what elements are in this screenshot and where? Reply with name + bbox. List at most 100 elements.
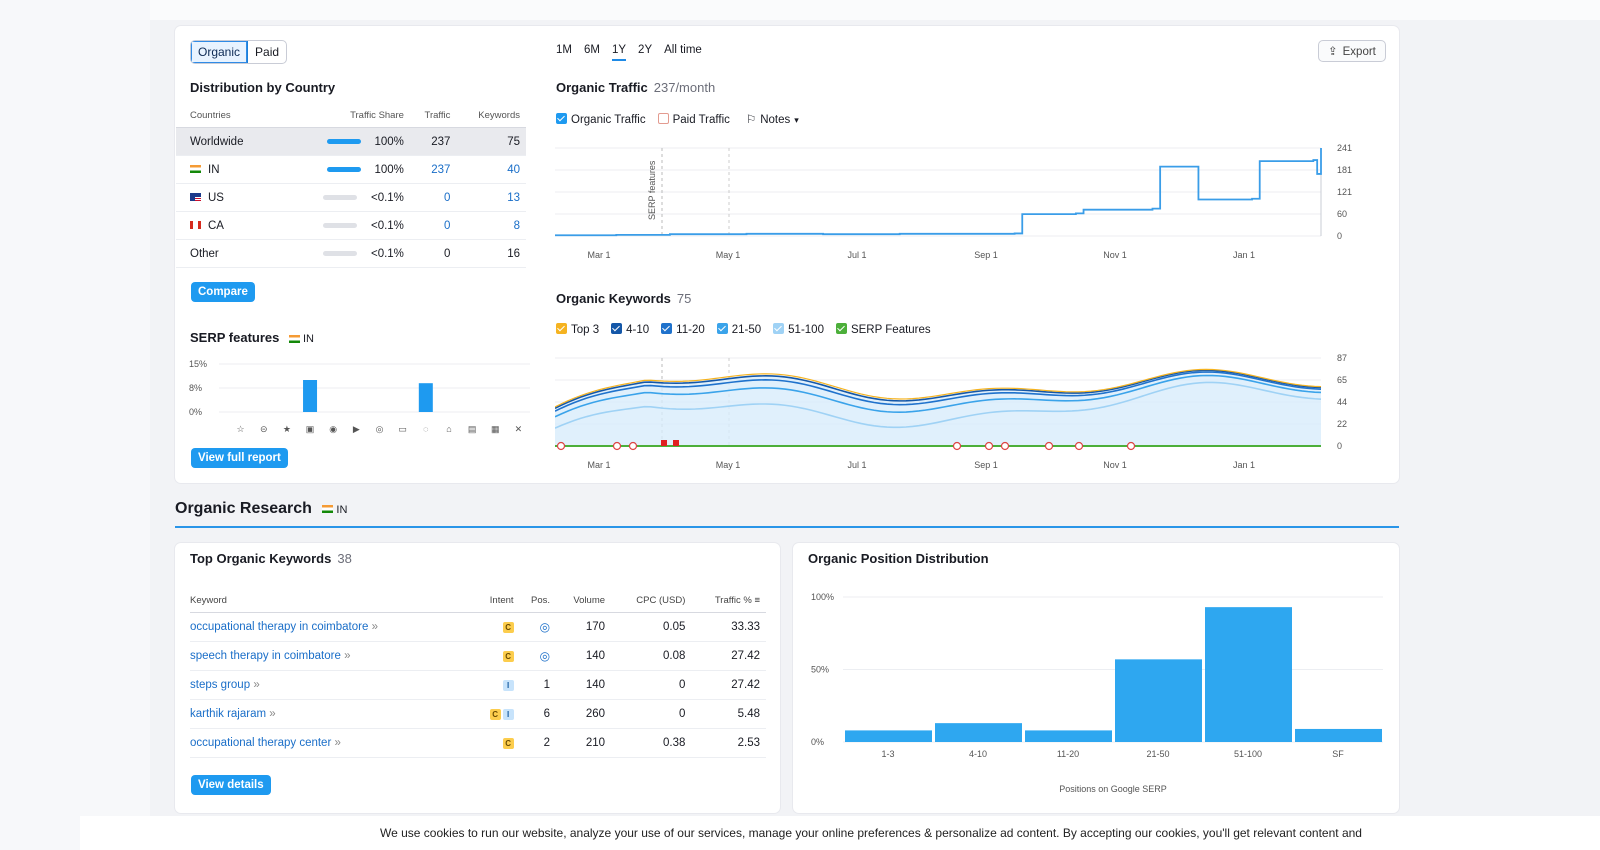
table-row[interactable]: CA <0.1% 0 8 — [176, 211, 526, 240]
time-range-tabs: 1M 6M 1Y 2Y All time — [556, 44, 702, 61]
share-bar — [322, 222, 357, 228]
position-value: 6 — [543, 708, 551, 720]
india-flag-icon — [288, 334, 300, 343]
checkbox-icon — [611, 323, 623, 334]
keyword-link[interactable]: speech therapy in coimbatore » — [190, 641, 473, 671]
keywords-value[interactable]: 8 — [456, 211, 526, 240]
x-tick-label: 11-20 — [1057, 749, 1079, 759]
tab-6m[interactable]: 6M — [583, 44, 600, 56]
cpc-value: 0.08 — [611, 641, 692, 671]
organic-keywords-title: Organic Keywords 75 — [556, 291, 691, 306]
keyword-text: occupational therapy in coimbatore — [190, 621, 369, 633]
keyword-link[interactable]: karthik rajaram » — [190, 699, 473, 729]
keywords-value: 16 — [456, 239, 526, 268]
notes-dropdown[interactable]: ⚐ Notes ▾ — [746, 112, 799, 126]
compare-button[interactable]: Compare — [191, 282, 255, 302]
y-tick-label: 241 — [1337, 143, 1352, 153]
export-button[interactable]: ⇪ Export — [1318, 40, 1386, 62]
traffic-value[interactable]: 0 — [409, 183, 457, 212]
tab-1m[interactable]: 1M — [556, 44, 572, 56]
chevrons-right-icon: » — [253, 679, 260, 691]
traffic-title-text: Organic Traffic — [556, 80, 648, 95]
traffic-percent-value: 27.42 — [691, 670, 766, 700]
research-title-text: Organic Research — [175, 500, 312, 517]
keywords-value: 75 — [456, 127, 526, 156]
position-cell: 6 — [519, 699, 557, 729]
y-tick-label: 121 — [1337, 187, 1352, 197]
legend-51-100[interactable]: 51-100 — [773, 323, 824, 336]
legend-label: 4-10 — [626, 324, 650, 336]
position-bar — [1205, 607, 1292, 742]
top-strip — [0, 0, 1600, 20]
table-row[interactable]: occupational therapy in coimbatore » C ◎… — [190, 612, 766, 642]
intent-badge: C — [502, 738, 514, 749]
left-margin — [0, 0, 150, 850]
table-row[interactable]: IN 100% 237 40 — [176, 155, 526, 184]
traffic-percent-value: 5.48 — [691, 699, 766, 729]
bag-icon: ▦ — [491, 424, 500, 434]
volume-value: 140 — [556, 641, 612, 671]
traffic-value[interactable]: 0 — [409, 211, 457, 240]
legend-label: 11-20 — [676, 324, 705, 336]
position-bar — [845, 730, 932, 742]
legend-label: Top 3 — [571, 324, 600, 336]
google-update-icon — [1126, 441, 1136, 451]
close-icon: ✕ — [515, 424, 523, 434]
share-bar — [322, 194, 357, 200]
col-volume: Volume — [556, 595, 612, 613]
col-countries: Countries — [176, 110, 284, 128]
serp-title-text: SERP features — [190, 330, 280, 345]
keyword-link[interactable]: occupational therapy center » — [190, 728, 473, 758]
col-traffic-percent[interactable]: Traffic % ≡ — [691, 595, 766, 613]
tab-paid[interactable]: Paid — [255, 45, 280, 59]
play-circle-icon: ◎ — [376, 424, 384, 434]
table-row[interactable]: steps group » I 1 140 0 27.42 — [190, 670, 766, 700]
volume-value: 170 — [556, 612, 612, 642]
x-tick-label: Jul 1 — [847, 460, 866, 470]
country-name: IN — [208, 163, 220, 176]
tab-1y[interactable]: 1Y — [611, 44, 627, 61]
table-row[interactable]: US <0.1% 0 13 — [176, 183, 526, 212]
india-flag-icon — [190, 165, 201, 174]
table-row[interactable]: speech therapy in coimbatore » C ◎ 140 0… — [190, 641, 766, 671]
share-bar — [326, 138, 361, 144]
position-bar — [935, 723, 1022, 742]
legend-11-20[interactable]: 11-20 — [661, 323, 705, 336]
country-name: CA — [208, 219, 224, 232]
keywords-value[interactable]: 40 — [456, 155, 526, 184]
tab-2y[interactable]: 2Y — [638, 44, 653, 56]
serp-bar — [418, 383, 433, 412]
legend-top3[interactable]: Top 3 — [556, 323, 599, 336]
legend-serp-features[interactable]: SERP Features — [835, 323, 931, 336]
intent-badge: C — [502, 622, 514, 633]
share-bar — [322, 250, 357, 256]
share-value: 100% — [374, 135, 404, 148]
doc-icon: ▤ — [468, 424, 477, 434]
legend-4-10[interactable]: 4-10 — [611, 323, 649, 336]
checkbox-icon — [657, 112, 669, 124]
y-tick-label: 44 — [1337, 397, 1347, 407]
table-row[interactable]: Worldwide 100% 237 75 — [176, 127, 526, 156]
tab-all-time[interactable]: All time — [664, 44, 702, 56]
organic-traffic-chart: 0 60 121 181 241 SERP features Mar 1 May 1 Jul 1… — [555, 143, 1352, 260]
table-row[interactable]: occupational therapy center » C 2 210 0.… — [190, 728, 766, 758]
intent-badge: I — [502, 709, 514, 720]
keywords-value[interactable]: 13 — [456, 183, 526, 212]
share-value: <0.1% — [370, 219, 404, 232]
view-details-button[interactable]: View details — [191, 775, 271, 795]
traffic-value[interactable]: 237 — [409, 155, 457, 184]
keyword-link[interactable]: occupational therapy in coimbatore » — [190, 612, 473, 642]
view-full-report-button[interactable]: View full report — [191, 448, 288, 468]
serp-features-title: SERP features IN — [190, 330, 314, 345]
legend-organic-traffic[interactable]: Organic Traffic — [556, 112, 646, 126]
notes-label: Notes — [760, 114, 791, 126]
y-tick-label: 0% — [811, 737, 824, 747]
keyword-link[interactable]: steps group » — [190, 670, 473, 700]
legend-21-50[interactable]: 21-50 — [716, 323, 761, 336]
y-tick-label: 65 — [1337, 375, 1347, 385]
position-cell: 1 — [519, 670, 557, 700]
tab-organic[interactable]: Organic — [191, 41, 249, 63]
legend-paid-traffic[interactable]: Paid Traffic — [657, 112, 730, 126]
